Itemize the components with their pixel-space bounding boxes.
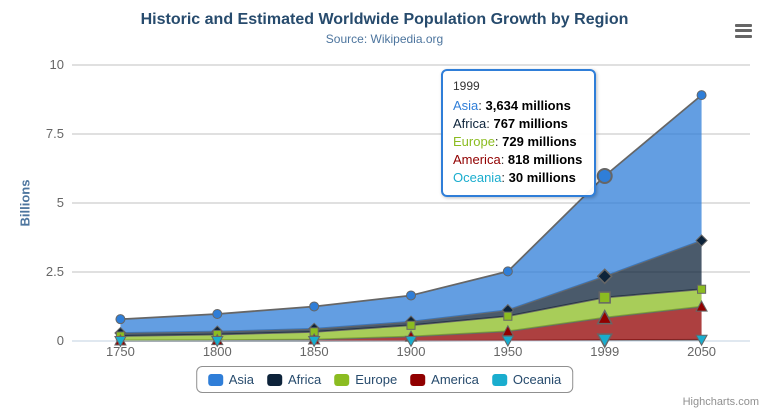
hamburger-icon: [733, 23, 753, 38]
tooltip-series-name: America: [453, 152, 501, 167]
tooltip-series-value: 3,634 millions: [485, 98, 571, 113]
context-menu-button[interactable]: [731, 19, 755, 41]
x-tick-label: 1999: [590, 344, 619, 359]
marker-oceania-1950[interactable]: [501, 335, 515, 348]
credits-link[interactable]: Highcharts.com: [682, 396, 759, 408]
marker-asia-1999[interactable]: [596, 168, 613, 185]
area-america[interactable]: [120, 306, 702, 341]
marker-asia-1900[interactable]: [406, 290, 416, 301]
marker-america-1999[interactable]: [596, 309, 613, 325]
y-tick-label: 0: [57, 333, 64, 348]
tooltip-row-oceania: Oceania: 30 millions: [453, 170, 576, 185]
tooltip-row-europe: Europe: 729 millions: [453, 134, 577, 149]
legend-label: Europe: [355, 372, 398, 387]
x-tick-label: 1850: [300, 344, 329, 359]
tooltip-series-value: 729 millions: [502, 134, 577, 149]
legend-item-america[interactable]: America: [410, 372, 479, 387]
legend-label: Africa: [288, 372, 322, 387]
marker-oceania-1850[interactable]: [307, 335, 321, 348]
y-tick-label: 7.5: [46, 126, 64, 141]
tooltip-series-value: 818 millions: [507, 152, 583, 167]
marker-asia-1950[interactable]: [502, 266, 513, 277]
legend-label: America: [431, 372, 479, 387]
legend-label: Oceania: [512, 372, 562, 387]
tooltip-series-name: Asia: [453, 98, 479, 113]
marker-africa-1999[interactable]: [596, 268, 613, 285]
x-tick-label: 1800: [203, 344, 232, 359]
legend: Asia Africa Europe America Oceania: [195, 366, 574, 393]
marker-oceania-1999[interactable]: [596, 333, 613, 349]
area-asia[interactable]: [120, 95, 702, 334]
marker-asia-1800[interactable]: [212, 309, 223, 320]
tooltip-rows: Asia: 3,634 millions Africa: 767 millions…: [453, 97, 582, 187]
legend-item-africa[interactable]: Africa: [267, 372, 321, 387]
legend-symbol-asia: [207, 373, 223, 386]
tooltip-row-africa: Africa: 767 millions: [453, 116, 568, 131]
marker-europe-1999[interactable]: [598, 291, 611, 304]
marker-asia-2050[interactable]: [696, 90, 707, 101]
y-tick-label: 5: [57, 195, 64, 210]
legend-item-europe[interactable]: Europe: [334, 372, 397, 387]
marker-europe-1900[interactable]: [406, 320, 416, 330]
x-tick-label: 1900: [397, 344, 426, 359]
tooltip-series-value: 767 millions: [493, 116, 568, 131]
tooltip-row-asia: Asia: 3,634 millions: [453, 98, 571, 113]
legend-symbol-america: [410, 373, 426, 386]
x-tick-label: 1750: [106, 344, 135, 359]
legend-label: Asia: [228, 372, 255, 387]
legend-item-oceania[interactable]: Oceania: [491, 372, 562, 387]
chart-title: Historic and Estimated Worldwide Populat…: [140, 11, 629, 28]
marker-oceania-1800[interactable]: [210, 335, 224, 348]
y-tick-label: 2.5: [46, 264, 64, 279]
marker-europe-1950[interactable]: [503, 311, 513, 321]
area-africa[interactable]: [120, 240, 702, 336]
tooltip-series-value: 30 millions: [508, 170, 576, 185]
x-tick-label: 2050: [687, 344, 716, 359]
marker-oceania-2050[interactable]: [695, 334, 708, 347]
tooltip-header: 1999: [453, 79, 480, 93]
marker-europe-2050[interactable]: [697, 284, 707, 294]
marker-africa-2050[interactable]: [695, 234, 708, 247]
x-tick-label: 1950: [493, 344, 522, 359]
legend-item-asia[interactable]: Asia: [207, 372, 255, 387]
legend-symbol-oceania: [491, 373, 507, 386]
tooltip-series-name: Oceania: [453, 170, 502, 185]
marker-america-2050[interactable]: [695, 300, 708, 312]
marker-oceania-1750[interactable]: [114, 335, 127, 348]
tooltip-series-name: Europe: [453, 134, 495, 149]
marker-asia-1850[interactable]: [309, 301, 320, 312]
chart-subtitle: Source: Wikipedia.org: [325, 32, 444, 46]
y-tick-label: 10: [50, 57, 64, 72]
tooltip-row-america: America: 818 millions: [453, 152, 583, 167]
legend-symbol-europe: [334, 373, 350, 386]
tooltip: 1999 Asia: 3,634 millions Africa: 767 mil…: [441, 69, 597, 197]
tooltip-series-name: Africa: [453, 116, 487, 131]
legend-symbol-africa: [267, 373, 283, 386]
marker-oceania-1900[interactable]: [404, 335, 418, 348]
marker-asia-1750[interactable]: [115, 314, 126, 325]
